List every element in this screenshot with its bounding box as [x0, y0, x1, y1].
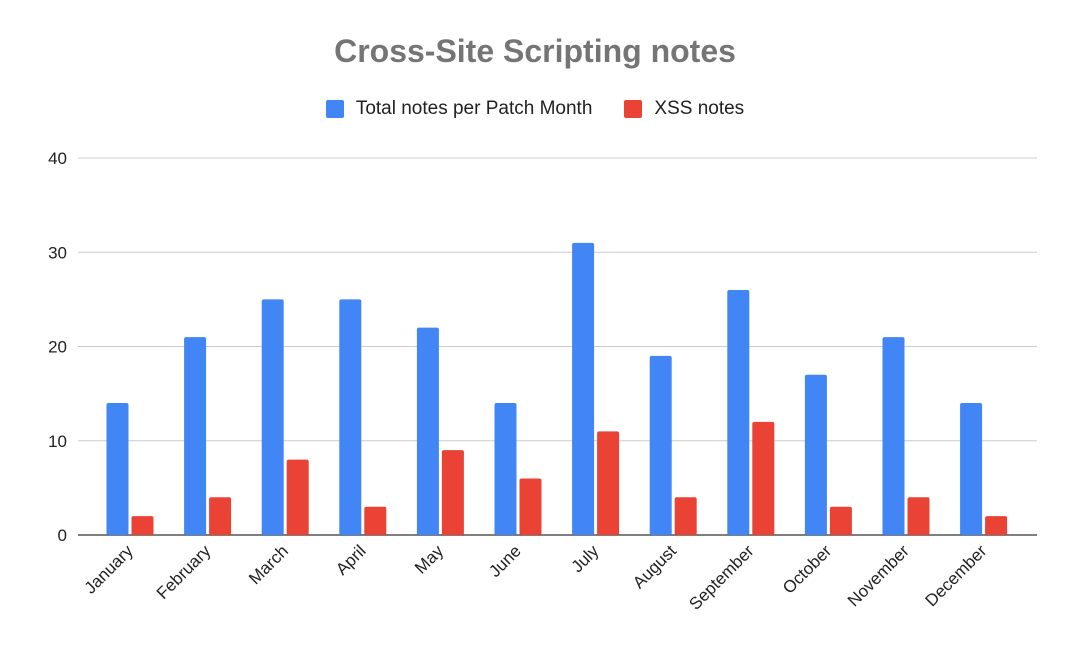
legend-item-xss: XSS notes	[624, 98, 744, 120]
bar-total	[882, 337, 905, 535]
x-tick-label: October	[779, 541, 835, 597]
bar-total	[804, 374, 827, 535]
bar-xss	[441, 450, 464, 535]
legend-swatch-xss	[624, 100, 643, 118]
bar-total	[184, 337, 207, 535]
x-tick-label: December	[922, 541, 991, 610]
bar-total	[572, 242, 595, 535]
legend-label-xss: XSS notes	[654, 98, 745, 119]
x-tick-label: February	[153, 541, 215, 603]
bar-xss	[907, 497, 930, 535]
bar-total	[494, 403, 517, 535]
legend: Total notes per Patch Month XSS notes	[0, 98, 1070, 120]
bar-xss	[209, 497, 232, 535]
bar-xss	[131, 516, 154, 535]
bar-xss	[519, 478, 542, 535]
bar-xss	[752, 421, 775, 535]
x-tick-label: May	[411, 541, 447, 577]
x-tick-label: July	[568, 541, 603, 576]
bar-xss	[674, 497, 697, 535]
x-tick-label: June	[485, 541, 525, 581]
bar-total	[416, 327, 439, 535]
y-tick-label: 20	[48, 338, 67, 357]
y-tick-label: 40	[48, 149, 67, 168]
bar-xss	[364, 506, 387, 535]
bar-xss	[829, 506, 852, 535]
bar-total	[727, 289, 750, 535]
bar-total	[649, 355, 672, 535]
bar-total	[339, 299, 362, 535]
y-tick-label: 30	[48, 243, 67, 262]
bar-total	[106, 403, 129, 535]
bar-total	[261, 299, 284, 535]
x-tick-label: August	[629, 541, 680, 592]
legend-item-total: Total notes per Patch Month	[325, 98, 593, 120]
x-tick-label: January	[81, 541, 138, 598]
bar-xss	[597, 431, 620, 535]
chart-title: Cross-Site Scripting notes	[334, 33, 736, 69]
y-tick-label: 0	[58, 526, 67, 545]
x-tick-label: September	[685, 541, 757, 613]
legend-label-total: Total notes per Patch Month	[355, 98, 593, 119]
x-tick-label: November	[844, 541, 913, 610]
y-tick-label: 10	[48, 432, 67, 451]
x-tick-label: April	[332, 541, 369, 578]
bar-xss	[286, 459, 309, 535]
bar-total	[960, 403, 983, 535]
x-tick-label: March	[245, 541, 292, 588]
legend-swatch-total	[325, 100, 344, 118]
bar-xss	[985, 516, 1008, 535]
